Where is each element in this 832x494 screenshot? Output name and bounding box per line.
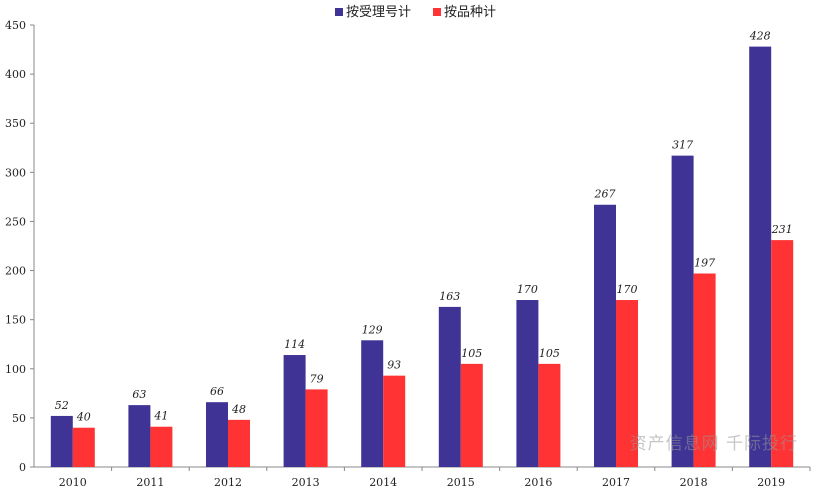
bar-series-1 [516, 300, 539, 467]
bar-series-1 [361, 340, 384, 467]
bar-series-1 [594, 204, 616, 467]
bar-series-2 [771, 240, 794, 467]
data-label-series-1: 428 [749, 30, 771, 43]
data-label-series-1: 52 [55, 399, 69, 412]
bars [50, 46, 794, 468]
bar-series-2 [383, 375, 406, 467]
watermark: 资产信息网 千际投行 [629, 434, 798, 454]
data-label-series-1: 114 [284, 338, 305, 351]
y-tick-label: 450 [5, 19, 26, 32]
bar-series-2 [538, 363, 561, 467]
x-tick-label: 2011 [136, 476, 164, 489]
bar-series-1 [438, 306, 461, 467]
data-label-series-2: 231 [771, 223, 793, 236]
x-tick-label: 2014 [369, 476, 397, 489]
bar-series-2 [616, 300, 638, 467]
x-tick-label: 2017 [602, 476, 630, 489]
data-label-series-1: 63 [132, 388, 146, 401]
axes: 0 50 100 150 200 250 300 350 400 450 2010 2011 2012 2… [5, 19, 811, 489]
legend-swatch-series-2 [433, 8, 441, 16]
legend-label-series-1: 按受理号计 [346, 5, 411, 20]
data-label-series-2: 48 [231, 403, 246, 416]
data-label-series-1: 317 [672, 139, 693, 152]
y-tick-label: 350 [5, 117, 26, 130]
bar-series-2 [460, 363, 483, 467]
bar-series-1 [749, 46, 772, 468]
bar-series-1 [671, 155, 694, 467]
x-tick-label: 2010 [59, 476, 87, 489]
y-tick-label: 250 [5, 215, 26, 228]
data-label-series-2: 93 [387, 359, 401, 372]
data-labels: 52 40 63 41 66 48 114 79 129 93 163 105 170 105 267 170… [55, 30, 793, 424]
x-tick-label: 2016 [524, 476, 552, 489]
legend-label-series-2: 按品种计 [444, 5, 496, 20]
data-label-series-2: 105 [461, 347, 482, 360]
data-label-series-2: 105 [539, 347, 560, 360]
data-label-series-2: 40 [76, 411, 91, 424]
x-tick-label: 2015 [447, 476, 475, 489]
data-label-series-1: 170 [517, 283, 538, 296]
data-label-series-1: 267 [594, 188, 616, 201]
y-tick-label: 400 [5, 68, 26, 81]
bar-series-2 [693, 273, 716, 467]
bar-series-1 [206, 402, 228, 467]
data-label-series-2: 79 [310, 372, 324, 385]
data-label-series-1: 66 [210, 385, 224, 398]
bar-series-1 [128, 405, 151, 467]
bar-series-2 [72, 427, 95, 467]
bar-series-1 [283, 355, 306, 467]
y-tick-label: 200 [5, 265, 26, 278]
y-tick-label: 0 [19, 461, 26, 474]
x-tick-label: 2013 [292, 476, 320, 489]
x-tick-label: 2019 [757, 476, 785, 489]
data-label-series-2: 197 [694, 257, 715, 270]
bar-series-2 [305, 389, 328, 467]
x-tick-label: 2012 [214, 476, 242, 489]
bar-series-2 [150, 426, 173, 467]
x-tick-label: 2018 [680, 476, 708, 489]
legend-swatch-series-1 [335, 8, 343, 16]
y-tick-label: 50 [12, 412, 26, 425]
bar-series-1 [50, 415, 73, 467]
data-label-series-2: 170 [617, 283, 638, 296]
data-label-series-2: 41 [153, 410, 168, 423]
legend: 按受理号计 按品种计 [335, 5, 496, 20]
bar-series-2 [228, 419, 250, 467]
data-label-series-1: 163 [439, 290, 460, 303]
y-tick-label: 150 [5, 314, 26, 327]
data-label-series-1: 129 [362, 323, 383, 336]
y-tick-label: 300 [5, 166, 26, 179]
y-tick-label: 100 [5, 363, 26, 376]
